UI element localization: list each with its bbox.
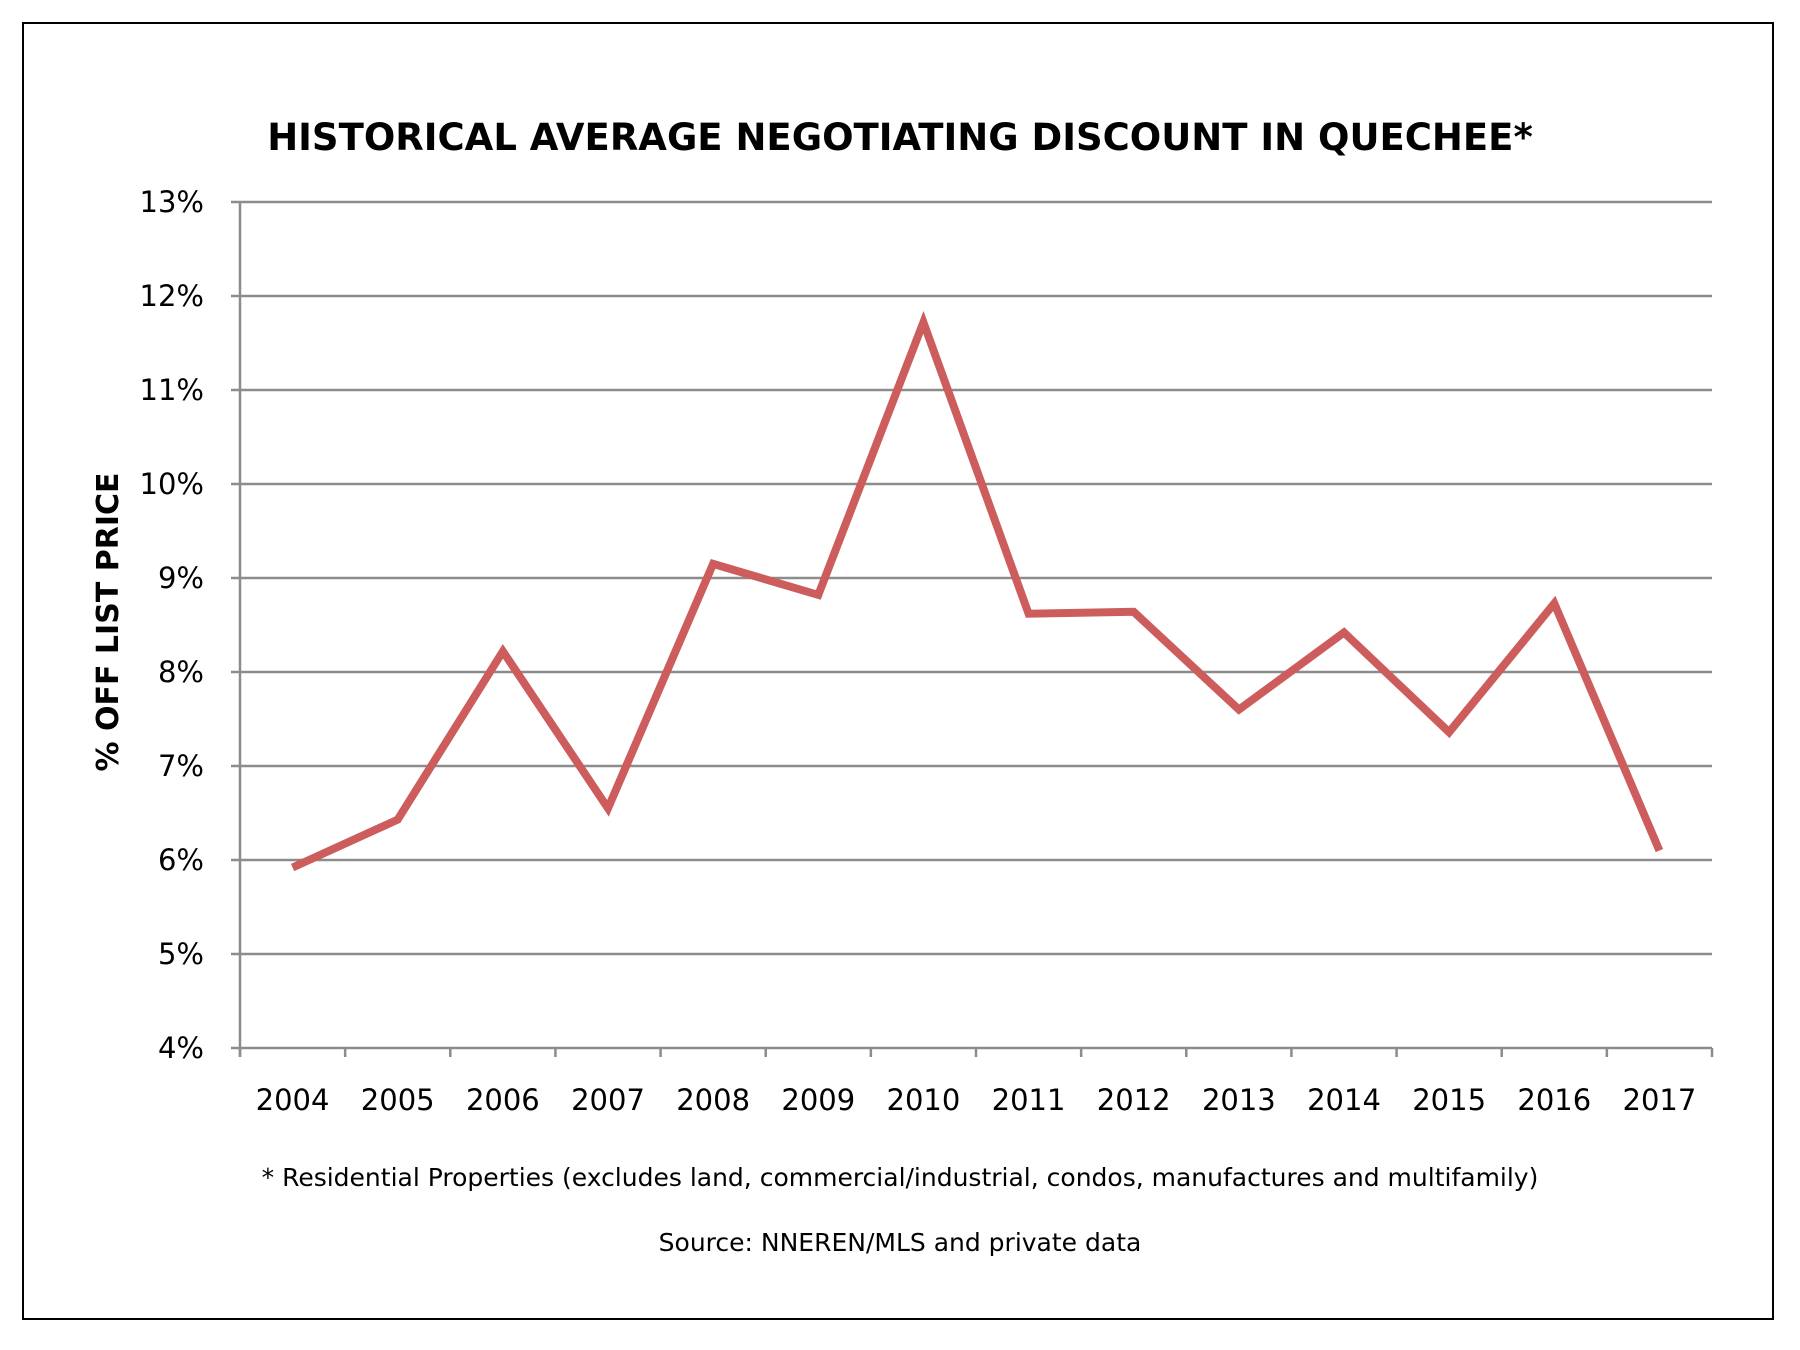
y-tick-label-5: 5% (158, 937, 204, 971)
axes (231, 200, 1714, 1057)
x-tick-label-2017: 2017 (1623, 1083, 1697, 1117)
x-tick-label-2013: 2013 (1202, 1083, 1276, 1117)
x-tick-label-2010: 2010 (887, 1083, 961, 1117)
y-tick-label-10: 10% (140, 467, 204, 501)
x-tick-label-2006: 2006 (466, 1083, 540, 1117)
y-tick-label-7: 7% (158, 749, 204, 783)
x-tick-label-2004: 2004 (256, 1083, 330, 1117)
y-tick-label-8: 8% (158, 655, 204, 689)
series-layer (290, 310, 1664, 872)
y-tick-label-12: 12% (140, 279, 204, 313)
y-tick-label-9: 9% (158, 561, 204, 595)
x-tick-label-2005: 2005 (361, 1083, 435, 1117)
y-tick-label-13: 13% (140, 185, 204, 219)
chart-frame (22, 22, 1774, 1320)
series-line-0 (290, 310, 1664, 872)
x-tick-label-2016: 2016 (1517, 1083, 1591, 1117)
y-axis-label: % OFF LIST PRICE (91, 473, 126, 772)
x-tick-label-2009: 2009 (781, 1083, 855, 1117)
x-tick-label-2008: 2008 (676, 1083, 750, 1117)
x-tick-label-2015: 2015 (1412, 1083, 1486, 1117)
x-tick-label-2007: 2007 (571, 1083, 645, 1117)
x-tick-label-2014: 2014 (1307, 1083, 1381, 1117)
x-tick-label-2012: 2012 (1097, 1083, 1171, 1117)
source-note: Source: NNEREN/MLS and private data (659, 1228, 1142, 1257)
footnote: * Residential Properties (excludes land,… (262, 1163, 1539, 1192)
y-tick-label-6: 6% (158, 843, 204, 877)
tick-labels: 4% 5% 6% 7% 8% 9% 10% 11% 12% 13% 2004 2005 2006 2007… (140, 185, 1697, 1117)
y-tick-label-11: 11% (140, 373, 204, 407)
chart-title: HISTORICAL AVERAGE NEGOTIATING DISCOUNT … (267, 116, 1533, 159)
y-tick-label-4: 4% (158, 1031, 204, 1065)
gridlines (240, 200, 1712, 1050)
x-tick-label-2011: 2011 (992, 1083, 1066, 1117)
